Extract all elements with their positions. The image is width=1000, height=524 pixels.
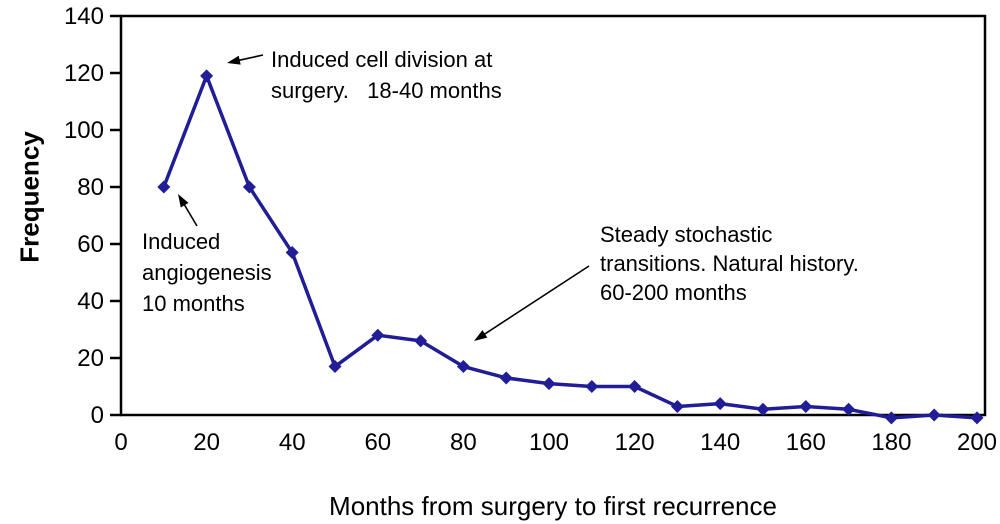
data-point-marker	[799, 399, 813, 413]
data-point-marker	[927, 408, 941, 422]
data-point-marker	[970, 411, 984, 425]
data-point-marker	[157, 180, 171, 194]
annotation-arrow-line	[236, 54, 264, 62]
x-tick-label: 200	[957, 429, 997, 456]
annotation-cell-division: Induced cell division at surgery. 18-40 …	[271, 44, 502, 106]
y-tick-label: 0	[91, 402, 104, 429]
data-point-marker	[242, 180, 256, 194]
annotation-arrowhead	[178, 194, 189, 208]
data-point-marker	[285, 246, 299, 260]
annotation-line: Steady stochastic	[600, 222, 773, 247]
y-tick-label: 100	[64, 117, 104, 144]
data-point-marker	[713, 397, 727, 411]
x-tick-label: 40	[279, 429, 306, 456]
data-point-marker	[842, 402, 856, 416]
annotation-arrow-line	[182, 202, 198, 227]
x-tick-label: 100	[529, 429, 569, 456]
data-point-marker	[542, 377, 556, 391]
x-tick-label: 160	[786, 429, 826, 456]
data-point-marker	[499, 371, 513, 385]
x-axis-title: Months from surgery to first recurrence	[329, 491, 777, 521]
x-tick-label: 120	[615, 429, 655, 456]
x-tick-label: 80	[450, 429, 477, 456]
annotation-line: angiogenesis	[142, 260, 272, 285]
y-tick-label: 120	[64, 60, 104, 87]
annotation-line: surgery. 18-40 months	[271, 78, 502, 103]
annotation-angiogenesis: Induced angiogenesis 10 months	[142, 226, 272, 319]
x-tick-label: 20	[193, 429, 220, 456]
x-tick-label: 60	[364, 429, 391, 456]
data-point-marker	[628, 380, 642, 393]
data-point-marker	[585, 380, 599, 393]
annotation-arrow-line	[481, 265, 590, 337]
data-point-marker	[884, 411, 898, 425]
data-point-marker	[371, 328, 385, 342]
x-tick-label: 140	[700, 429, 740, 456]
annotation-line: Induced	[142, 229, 221, 254]
annotation-arrowhead	[227, 55, 241, 65]
data-point-marker	[756, 402, 770, 416]
annotation-line: transitions. Natural history.	[600, 251, 859, 276]
y-tick-label: 40	[77, 288, 104, 315]
data-point-marker	[328, 360, 342, 374]
y-axis-title: Frequency	[14, 131, 45, 263]
annotation-natural-history: Steady stochastic transitions. Natural h…	[600, 220, 859, 307]
data-line	[162, 74, 978, 420]
y-tick-label: 80	[77, 174, 104, 201]
data-point-marker	[670, 399, 684, 413]
annotation-line: 60-200 months	[600, 280, 747, 305]
plot-frame	[119, 14, 987, 417]
annotation-line: 10 months	[142, 291, 245, 316]
y-tick-label: 140	[64, 3, 104, 30]
y-tick-label: 20	[77, 345, 104, 372]
data-point-marker	[456, 360, 470, 374]
annotation-line: Induced cell division at	[271, 47, 493, 72]
x-tick-label: 0	[114, 429, 127, 456]
y-tick-label: 60	[77, 231, 104, 258]
data-point-marker	[200, 69, 214, 83]
annotation-arrowhead	[474, 330, 488, 341]
x-tick-label: 180	[871, 429, 911, 456]
data-point-marker	[414, 334, 428, 348]
